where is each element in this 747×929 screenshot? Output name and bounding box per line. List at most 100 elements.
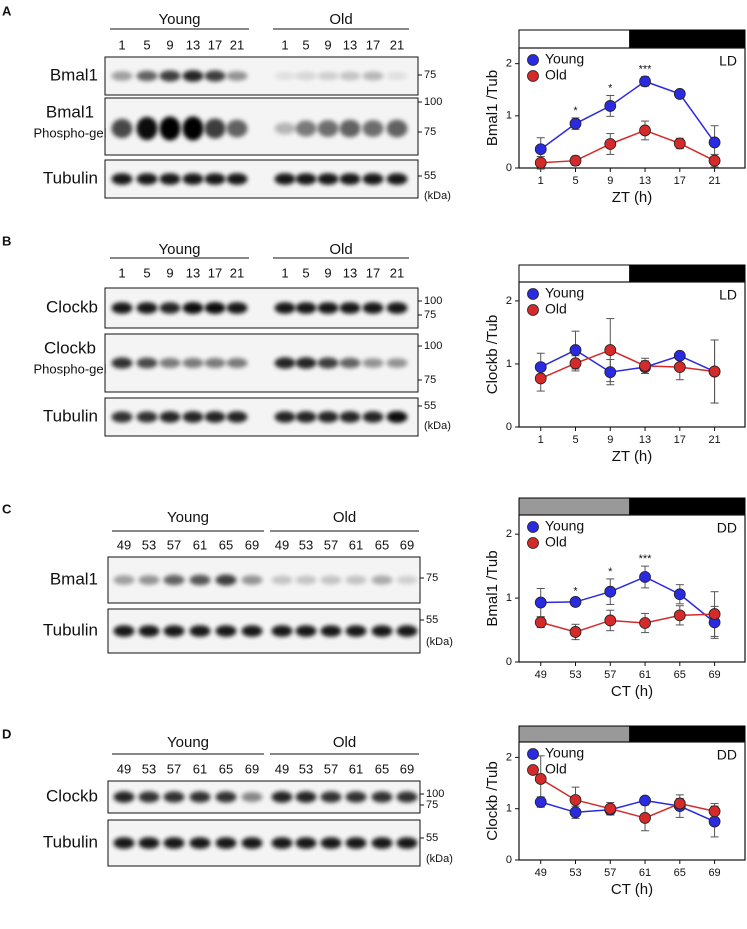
band bbox=[386, 119, 408, 138]
band bbox=[271, 791, 293, 803]
band bbox=[189, 574, 211, 586]
band bbox=[274, 302, 296, 314]
band bbox=[182, 358, 204, 368]
legend-label: Old bbox=[545, 761, 567, 777]
band bbox=[113, 837, 135, 849]
band bbox=[189, 791, 211, 803]
band bbox=[215, 625, 237, 637]
band bbox=[274, 122, 296, 135]
plot-frame bbox=[518, 514, 746, 663]
band bbox=[163, 837, 185, 849]
row-label: Bmal1 bbox=[50, 65, 98, 84]
band bbox=[138, 575, 160, 585]
legend-marker bbox=[527, 521, 539, 533]
lane-label: 61 bbox=[349, 537, 363, 552]
row-label: Tubulin bbox=[43, 168, 98, 187]
lane-label: 9 bbox=[324, 37, 331, 52]
x-tick-label: 57 bbox=[604, 867, 616, 879]
band bbox=[295, 173, 317, 185]
data-point bbox=[534, 372, 547, 385]
legend-label: Young bbox=[545, 518, 584, 534]
row-sublabel: Phospho-gel bbox=[34, 125, 107, 140]
row-label: Bmal1 bbox=[46, 102, 94, 121]
marker-label: 75 bbox=[424, 69, 436, 81]
y-axis-label: Clockb /Tub bbox=[484, 761, 501, 840]
band bbox=[226, 411, 248, 423]
band bbox=[241, 575, 263, 585]
band bbox=[182, 411, 204, 423]
panel-letter: D bbox=[2, 726, 11, 741]
lane-label: 57 bbox=[324, 537, 338, 552]
y-tick-label: 1 bbox=[506, 803, 512, 815]
band bbox=[362, 71, 384, 81]
band bbox=[111, 357, 133, 369]
lane-label: 17 bbox=[366, 37, 380, 52]
band bbox=[159, 173, 181, 185]
lane-label: 65 bbox=[375, 537, 389, 552]
row-sublabel: Phospho-gel bbox=[34, 361, 107, 376]
data-point bbox=[534, 796, 547, 808]
data-point bbox=[534, 773, 547, 785]
lane-label: 5 bbox=[302, 265, 309, 280]
condition-label: LD bbox=[719, 53, 737, 69]
band bbox=[320, 625, 342, 637]
band bbox=[204, 302, 226, 314]
legend-marker bbox=[527, 304, 539, 316]
data-point bbox=[708, 365, 721, 378]
lane-label: 5 bbox=[143, 265, 150, 280]
x-tick-label: 1 bbox=[538, 434, 544, 446]
band bbox=[295, 411, 317, 423]
band bbox=[295, 837, 317, 849]
blot-frame bbox=[107, 608, 421, 654]
band bbox=[159, 70, 181, 82]
band bbox=[362, 411, 384, 423]
lane-label: 13 bbox=[186, 37, 200, 52]
x-tick-label: 21 bbox=[708, 175, 720, 187]
band bbox=[113, 791, 135, 803]
band bbox=[136, 302, 158, 314]
group-label: Young bbox=[159, 241, 201, 258]
group-label: Old bbox=[329, 11, 352, 28]
band bbox=[295, 302, 317, 314]
band bbox=[226, 302, 248, 314]
data-point bbox=[673, 797, 686, 810]
band bbox=[215, 837, 237, 849]
series-line bbox=[540, 80, 716, 150]
data-point bbox=[569, 794, 582, 806]
band bbox=[204, 411, 226, 423]
marker-label: 100 bbox=[426, 788, 444, 800]
x-axis-label: ZT (h) bbox=[612, 448, 653, 465]
dark-phase bbox=[629, 725, 746, 743]
band bbox=[396, 625, 418, 637]
x-tick-label: 5 bbox=[572, 434, 578, 446]
row-label: Clockb bbox=[44, 338, 96, 357]
x-tick-label: 53 bbox=[569, 669, 581, 681]
marker-label: 75 bbox=[424, 126, 436, 138]
lane-label: 61 bbox=[193, 537, 207, 552]
row-label: Bmal1 bbox=[50, 569, 98, 588]
band bbox=[362, 173, 384, 185]
lane-label: 21 bbox=[390, 37, 404, 52]
data-point bbox=[673, 361, 686, 374]
legend-label: Young bbox=[545, 285, 584, 301]
marker-label: 75 bbox=[424, 374, 436, 386]
y-tick-label: 0 bbox=[506, 421, 512, 433]
band bbox=[345, 837, 367, 849]
lane-label: 9 bbox=[166, 37, 173, 52]
x-tick-label: 69 bbox=[708, 867, 720, 879]
x-tick-label: 69 bbox=[708, 669, 720, 681]
lane-label: 65 bbox=[219, 537, 233, 552]
legend-label: Old bbox=[545, 67, 567, 83]
data-point bbox=[673, 88, 686, 100]
legend-label: Old bbox=[545, 301, 567, 317]
series-line bbox=[540, 799, 715, 823]
lane-label: 1 bbox=[118, 37, 125, 52]
band bbox=[295, 71, 317, 81]
band bbox=[136, 411, 158, 423]
lane-label: 49 bbox=[117, 537, 131, 552]
data-point bbox=[708, 154, 721, 167]
y-tick-label: 2 bbox=[506, 528, 512, 540]
band bbox=[362, 120, 384, 137]
data-point bbox=[708, 608, 721, 620]
